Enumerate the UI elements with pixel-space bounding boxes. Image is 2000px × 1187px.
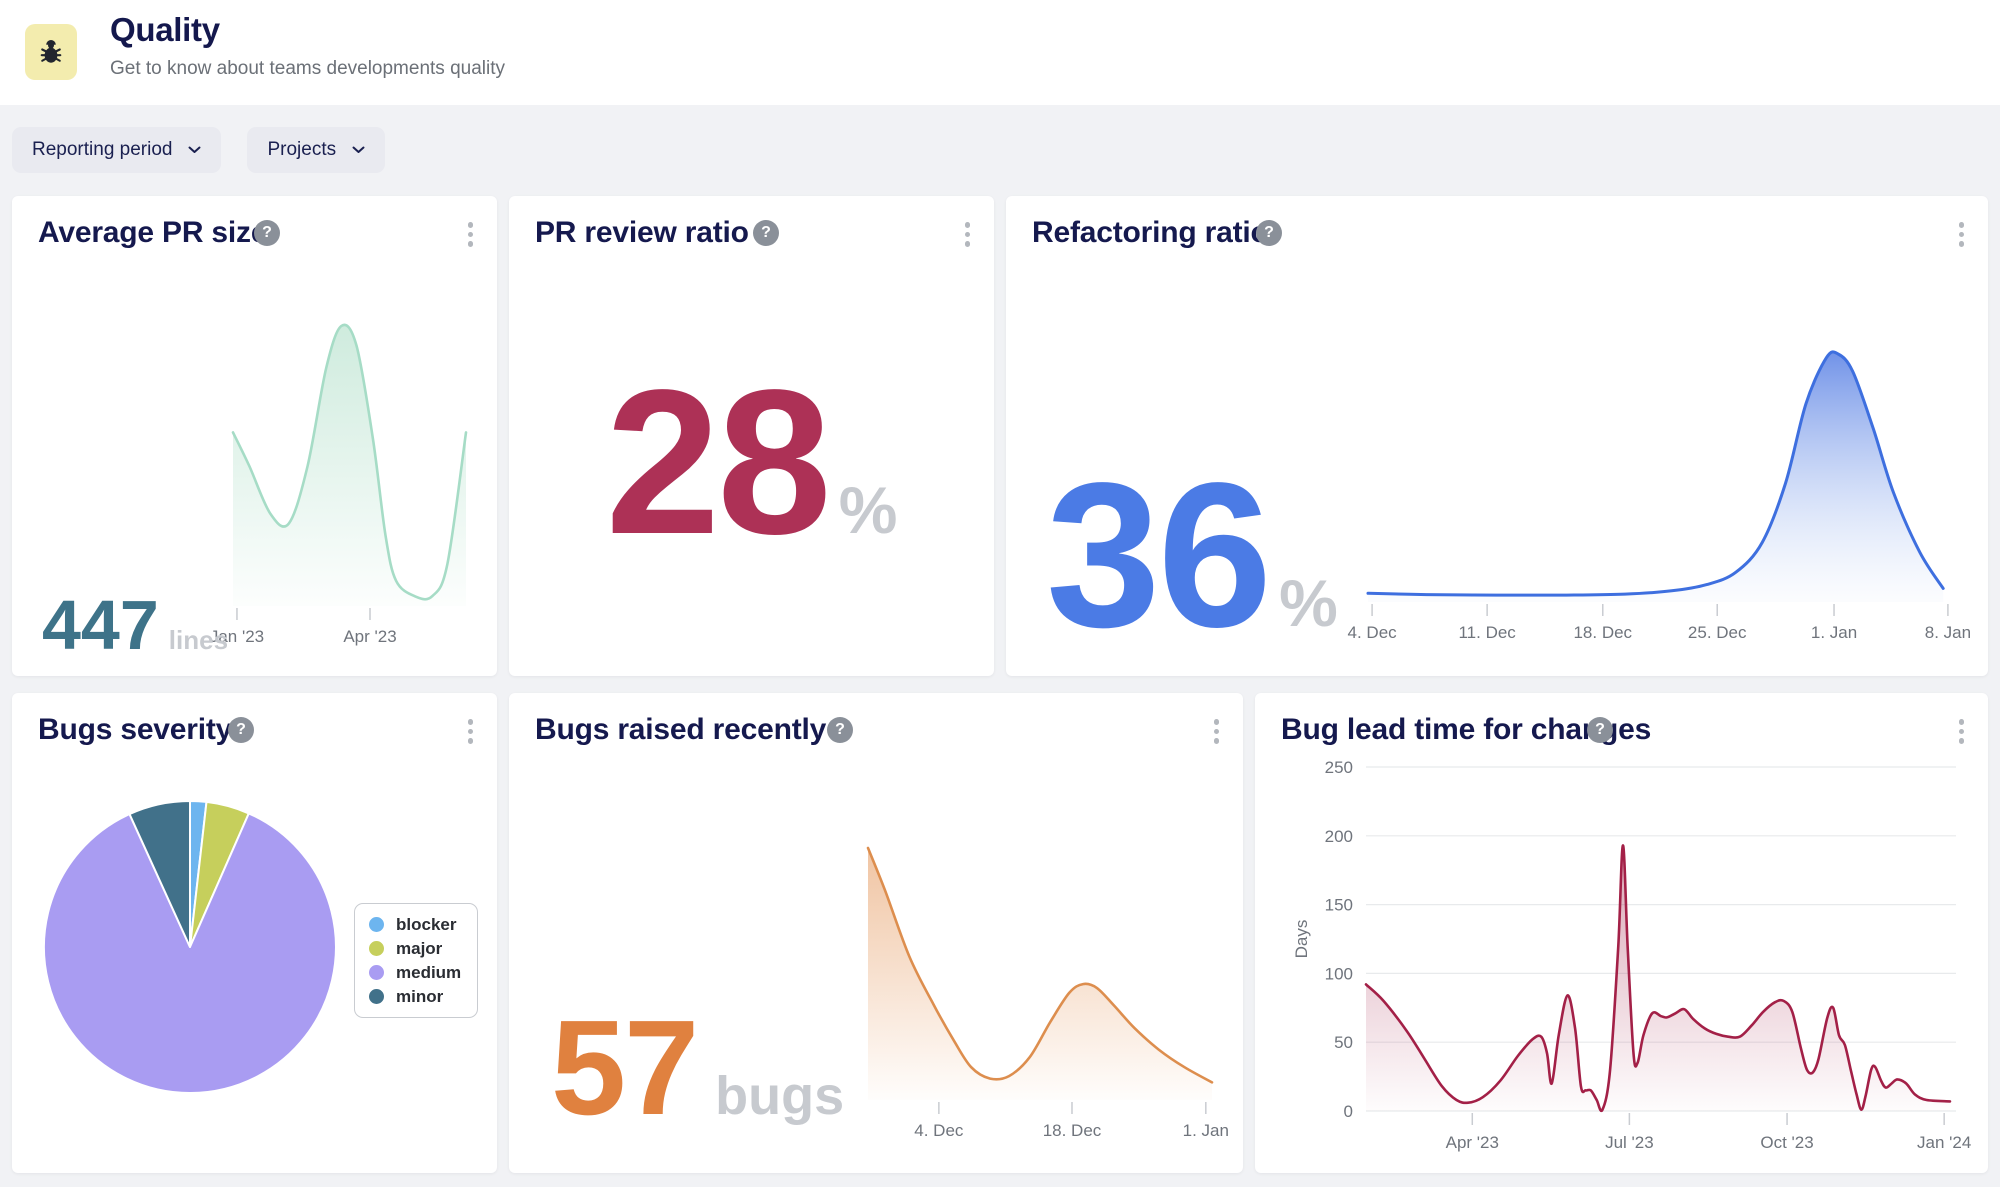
svg-text:25. Dec: 25. Dec [1688,623,1747,642]
legend-item-minor: minor [369,988,461,1005]
metric-unit: % [1279,566,1338,640]
average-pr-size-chart: Jan '23 Apr '23 [210,323,468,650]
metric-value: 447 [42,586,159,664]
svg-text:150: 150 [1325,896,1353,915]
legend-item-medium: medium [369,964,461,981]
svg-text:18. Dec: 18. Dec [1573,623,1632,642]
pie-slice-medium[interactable] [42,812,337,1094]
metric-unit: % [838,473,898,547]
kebab-menu-icon[interactable] [466,220,476,249]
card-title: Average PR size [38,216,268,249]
help-icon[interactable]: ? [753,220,779,246]
chevron-down-icon [188,146,201,153]
svg-text:4. Dec: 4. Dec [1348,623,1398,642]
svg-text:18. Dec: 18. Dec [1043,1121,1102,1140]
card-refactoring-ratio: Refactoring ratio ? 36 % 4. Dec 11. Dec 18… [1006,196,1988,676]
projects-label: Projects [267,139,337,160]
page-header: Quality Get to know about teams developm… [0,0,2000,105]
kebab-menu-icon[interactable] [1212,717,1222,746]
metric-value: 28 [605,347,832,577]
legend-label: minor [396,987,444,1006]
svg-text:0: 0 [1344,1102,1353,1121]
metric-value: 36 [1046,440,1272,670]
legend-swatch [369,941,384,956]
card-bugs-raised-recently: Bugs raised recently ? 4. Dec 18. Dec 1. J… [509,693,1243,1173]
help-icon[interactable]: ? [827,717,853,743]
card-title: PR review ratio [535,216,749,249]
metric-value: 57 [551,992,699,1143]
svg-text:50: 50 [1334,1033,1353,1052]
kebab-menu-icon[interactable] [963,220,973,249]
bug-icon [25,24,77,80]
page-subtitle: Get to know about teams developments qua… [110,58,506,79]
svg-text:Jan '23: Jan '23 [210,627,264,646]
card-title: Refactoring ratio [1032,216,1269,249]
svg-text:1. Jan: 1. Jan [1811,623,1857,642]
help-icon[interactable]: ? [254,220,280,246]
svg-text:Jan '24: Jan '24 [1917,1133,1971,1152]
card-average-pr-size: Average PR size ? Jan '23 Apr '23 447 lin… [12,196,497,676]
kebab-menu-icon[interactable] [1957,717,1967,746]
svg-text:Days: Days [1292,920,1311,959]
average-pr-size-value: 447 lines [42,590,228,660]
svg-text:Apr '23: Apr '23 [1446,1133,1499,1152]
legend-item-blocker: blocker [369,916,461,933]
svg-text:Apr '23: Apr '23 [343,627,396,646]
projects-dropdown[interactable]: Projects [247,127,386,173]
svg-text:1. Jan: 1. Jan [1183,1121,1229,1140]
svg-text:11. Dec: 11. Dec [1458,623,1516,642]
bugs-raised-chart: 4. Dec 18. Dec 1. Jan [866,846,1229,1144]
legend-item-major: major [369,940,461,957]
legend-swatch [369,965,384,980]
pr-review-ratio-value: 28 % [509,248,994,676]
help-icon[interactable]: ? [1587,717,1613,743]
kebab-menu-icon[interactable] [1957,220,1967,249]
help-icon[interactable]: ? [1256,220,1282,246]
refactoring-ratio-value: 36 % [1046,452,1338,658]
refactoring-ratio-chart: 4. Dec 11. Dec 18. Dec 25. Dec 1. Jan 8. Jan [1348,350,1971,646]
svg-text:250: 250 [1325,758,1353,777]
page-title: Quality [110,11,220,48]
legend-label: blocker [396,915,457,934]
reporting-period-dropdown[interactable]: Reporting period [12,127,222,173]
card-bug-lead-time: Bug lead time for changes ? 0 50 100 150 200… [1255,693,1988,1173]
card-title: Bugs severity [38,713,233,746]
metric-unit: lines [168,625,229,655]
pie-legend: blocker major medium minor [354,903,479,1018]
bug-lead-time-chart: 0 50 100 150 200 250 Days Apr '23 Jul '23 Oct '23… [1285,758,1975,1165]
legend-swatch [369,917,384,932]
bugs-severity-pie-chart [40,797,340,1097]
chevron-down-icon [352,146,365,153]
help-icon[interactable]: ? [228,717,254,743]
svg-text:Jul '23: Jul '23 [1605,1133,1654,1152]
legend-label: major [396,939,443,958]
filter-bar: Reporting period Projects [12,127,386,173]
card-bugs-severity: Bugs severity ? blocker major medium minor [12,693,497,1173]
bugs-raised-value: 57 bugs [551,1000,844,1135]
svg-text:8. Jan: 8. Jan [1925,623,1971,642]
svg-text:100: 100 [1325,964,1353,983]
reporting-period-label: Reporting period [32,139,173,160]
legend-label: medium [396,963,462,982]
card-title: Bugs raised recently [535,713,827,746]
metric-unit: bugs [715,1066,845,1126]
svg-text:4. Dec: 4. Dec [914,1121,964,1140]
kebab-menu-icon[interactable] [466,717,476,746]
svg-text:Oct '23: Oct '23 [1760,1133,1813,1152]
svg-text:200: 200 [1325,827,1353,846]
legend-swatch [369,989,384,1004]
card-pr-review-ratio: PR review ratio ? 28 % [509,196,994,676]
pie-slice-minor[interactable] [128,799,191,948]
